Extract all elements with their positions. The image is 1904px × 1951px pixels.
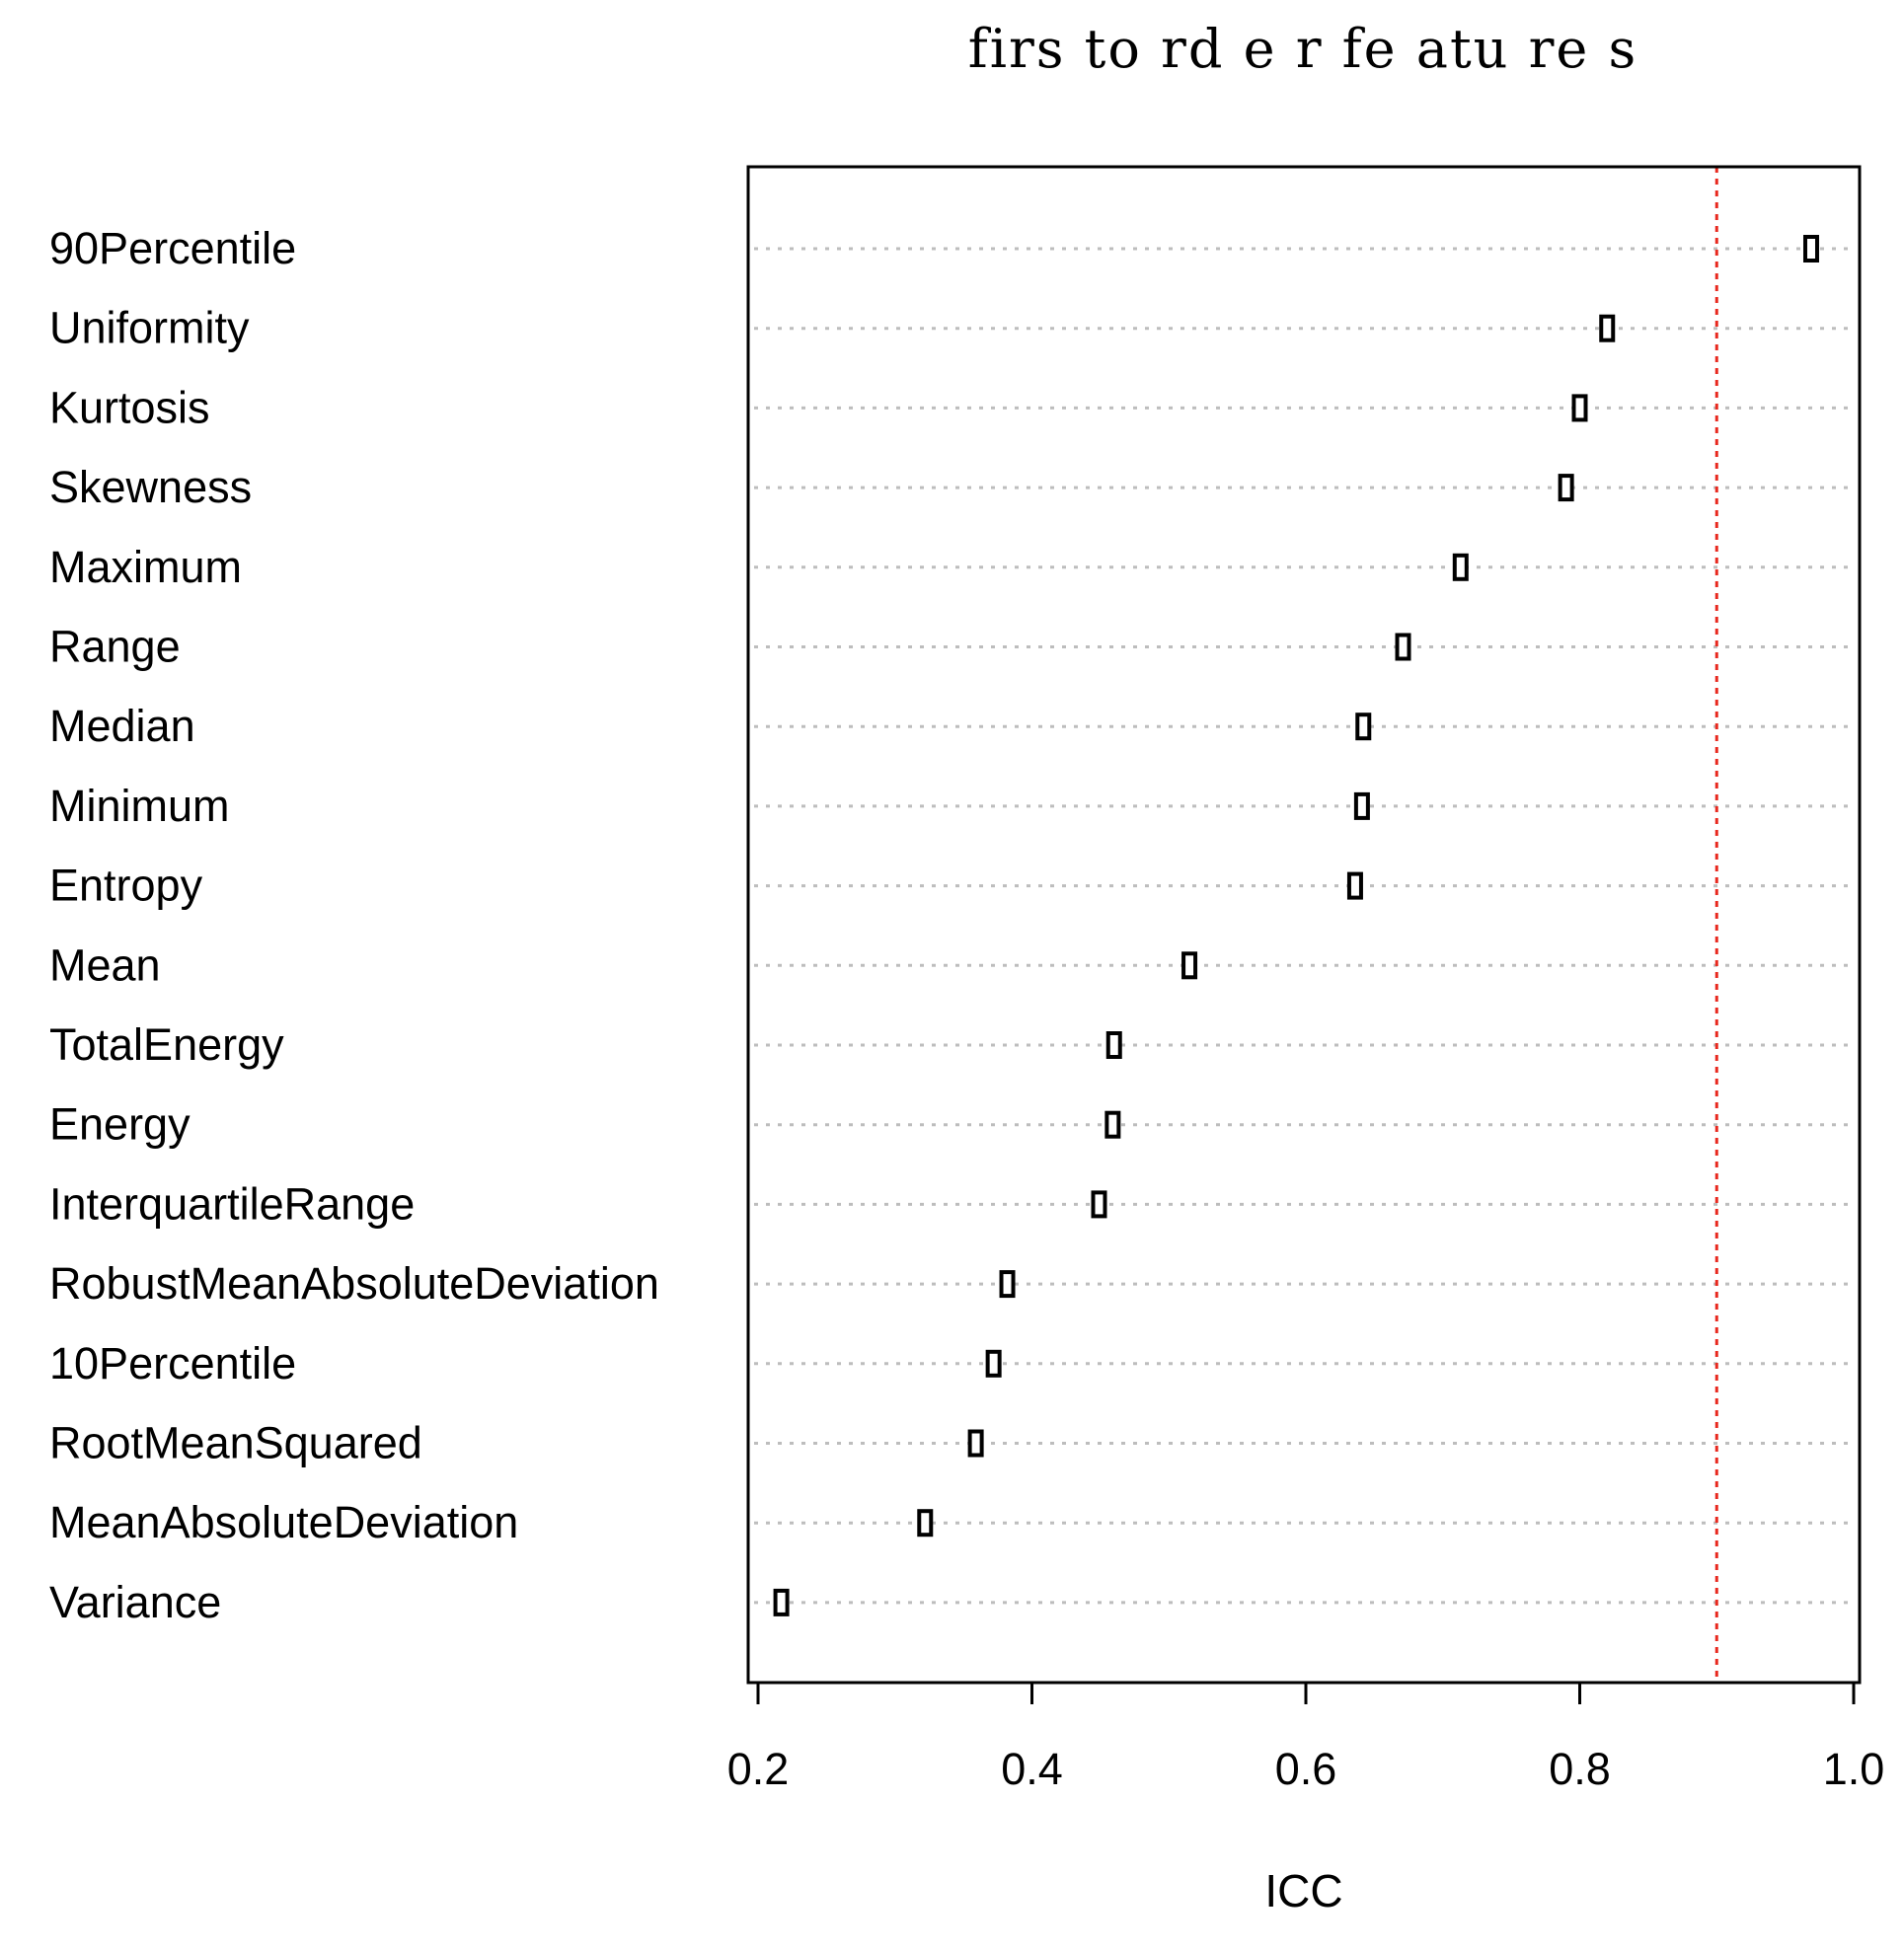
data-points: [773, 235, 1819, 1616]
data-point: [1105, 1031, 1122, 1059]
gridlines: [754, 247, 1854, 1605]
data-point: [1452, 553, 1469, 581]
category-label: MeanAbsoluteDeviation: [49, 1497, 518, 1547]
data-point: [1091, 1190, 1107, 1219]
x-axis-label: ICC: [1264, 1865, 1342, 1916]
data-point: [1558, 474, 1574, 502]
data-point: [999, 1270, 1016, 1299]
category-label: Entropy: [49, 861, 203, 911]
data-point: [1181, 951, 1198, 980]
category-label: TotalEnergy: [49, 1019, 284, 1070]
data-point: [1802, 235, 1819, 263]
category-label: Mean: [49, 939, 161, 990]
category-label: 10Percentile: [49, 1338, 296, 1388]
data-point: [1355, 713, 1372, 741]
data-point: [1104, 1110, 1121, 1139]
category-label: Variance: [49, 1577, 221, 1627]
category-label: Minimum: [49, 781, 230, 831]
category-label: InterquartileRange: [49, 1178, 415, 1229]
data-point: [1571, 394, 1588, 422]
category-label: Maximum: [49, 542, 242, 592]
category-label: RootMeanSquared: [49, 1418, 422, 1468]
data-point: [773, 1588, 790, 1616]
plot-frame: [746, 165, 1862, 1685]
x-axis: 0.2 0.4 0.6 0.8 1.0: [727, 1681, 1885, 1794]
data-point: [1346, 871, 1363, 900]
x-tick-label: 0.2: [727, 1744, 790, 1794]
x-tick-label: 1.0: [1823, 1744, 1885, 1794]
x-tick-label: 0.6: [1275, 1744, 1337, 1794]
data-point: [1395, 633, 1411, 661]
data-point: [917, 1509, 934, 1538]
data-point: [1353, 791, 1370, 820]
category-labels: 90Percentile Uniformity Kurtosis Skewness Ma…: [49, 223, 659, 1627]
x-tick-label: 0.4: [1001, 1744, 1063, 1794]
category-label: Median: [49, 701, 195, 751]
category-label: Uniformity: [49, 303, 250, 353]
data-point: [967, 1429, 984, 1458]
category-label: Skewness: [49, 462, 252, 512]
category-label: Range: [49, 622, 181, 672]
data-point: [1599, 314, 1616, 342]
chart-title: firs to rd e r fe atu re s: [968, 18, 1638, 80]
category-label: RobustMeanAbsoluteDeviation: [49, 1258, 659, 1309]
category-label: Kurtosis: [49, 382, 210, 432]
category-label: Energy: [49, 1099, 190, 1150]
data-point: [985, 1349, 1002, 1378]
x-tick-label: 0.8: [1549, 1744, 1611, 1794]
category-label: 90Percentile: [49, 223, 296, 273]
